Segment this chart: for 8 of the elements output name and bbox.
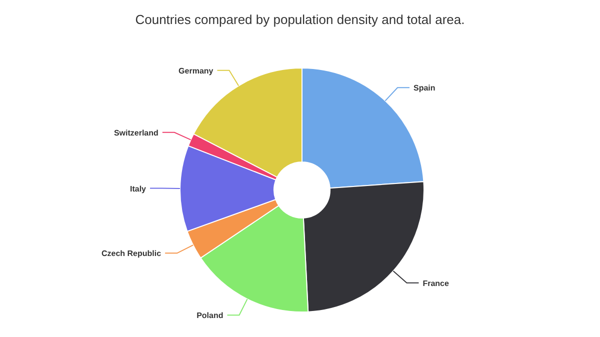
slice-label: Czech Republic <box>101 249 162 258</box>
slice-label: Switzerland <box>114 128 159 138</box>
slice-label: Poland <box>196 311 224 320</box>
slice-label: Spain <box>414 84 436 93</box>
chart-title: Countries compared by population density and total area. <box>135 12 465 27</box>
slice-label: Italy <box>130 184 147 194</box>
slice-label: Germany <box>178 66 214 76</box>
slice-label: France <box>422 278 450 288</box>
